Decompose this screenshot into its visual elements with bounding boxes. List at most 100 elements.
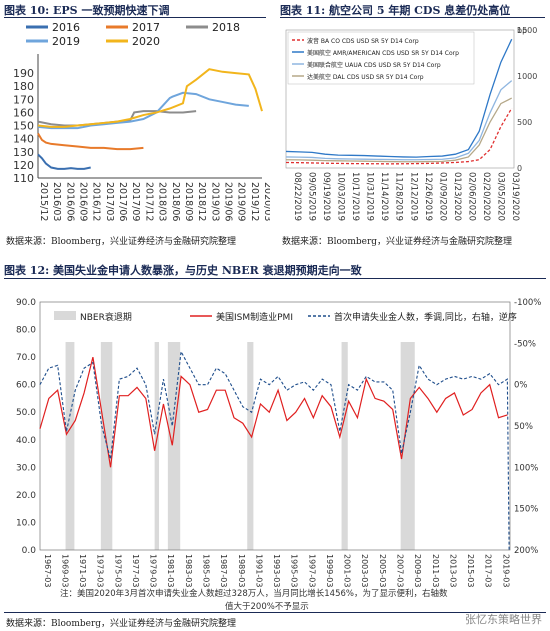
plot-frame [39, 301, 511, 551]
x-tick-label-15: 2019/09 [236, 182, 247, 221]
fig12-heading-rule [4, 278, 546, 279]
x-tick-label-6: 11/14/2019 [379, 172, 389, 221]
legend-label-2018: 2018 [212, 21, 240, 34]
x-tick-label-3: 2016/09 [78, 182, 89, 221]
fig12-source: 数据来源：Bloomberg，兴业证券经济与金融研究院整理 [6, 619, 237, 629]
y-tick-label-5: 160 [13, 106, 34, 119]
y-tick-label-7: 70.0 [16, 353, 36, 363]
y2-tick-label-0: -100% [514, 298, 541, 308]
x-tick-label-17: 2001-03 [343, 554, 352, 587]
x-tick-label-10: 2018/06 [170, 182, 181, 221]
x-tick-label-4: 1975-03 [113, 554, 122, 587]
recession-band-4 [247, 342, 254, 550]
x-tick-label-13: 1993-03 [272, 554, 281, 587]
recession-band-6 [400, 342, 415, 550]
series-line-0 [285, 107, 513, 165]
x-tick-label-6: 2017/06 [117, 182, 128, 221]
x-tick-label-11: 1989-03 [237, 554, 246, 587]
x-tick-label-11: 01/23/2020 [452, 172, 462, 221]
x-tick-label-10: 01/09/2020 [437, 172, 447, 221]
fig12-note-line1: 注：美国2020年3月首次申请失业金人数超过328万人，当月同比增长1456%，… [60, 589, 448, 599]
fig10-heading-rule [4, 17, 266, 18]
legend-label-1: 美国航空 AMR/AMERICAN CDS USD SR 5Y D14 Corp [307, 49, 459, 57]
y-tick-label-4: 40.0 [16, 436, 36, 446]
x-tick-label-0: 2015/12 [38, 182, 49, 221]
y2-tick-label-6: 200% [514, 546, 538, 556]
x-tick-label-7: 2017/09 [130, 182, 141, 221]
x-tick-label-2: 1971-03 [78, 554, 87, 587]
x-tick-label-14: 2019/06 [222, 182, 233, 221]
x-tick-label-18: 2003-03 [360, 554, 369, 587]
x-tick-label-12: 2018/12 [196, 182, 207, 221]
legend-label-2020: 2020 [132, 35, 160, 48]
x-tick-label-7: 11/28/2019 [394, 172, 404, 221]
x-tick-label-4: 10/17/2019 [350, 172, 360, 221]
y-tick-label-1: 500 [517, 118, 532, 127]
legend-label-0: 波音 BA CO CDS USD SR 5Y D14 Corp [307, 37, 419, 45]
y-tick-label-0: 0 [517, 164, 522, 173]
plot-frame [285, 29, 515, 169]
x-tick-label-1: 2016/03 [51, 182, 62, 221]
x-tick-label-13: 2019/03 [209, 182, 220, 221]
x-tick-label-15: 03/19/2020 [510, 172, 520, 221]
y-tick-label-0: 110 [13, 172, 34, 185]
fig11-source: 数据来源：Bloomberg，兴业证券经济与金融研究院整理 [282, 237, 513, 247]
x-tick-label-20: 2007-03 [395, 554, 404, 587]
y-tick-label-4: 150 [13, 120, 34, 133]
x-tick-label-1: 09/05/2019 [307, 172, 317, 221]
x-tick-label-21: 2009-03 [413, 554, 422, 587]
legend-label-2016: 2016 [52, 21, 80, 34]
y-tick-label-6: 170 [13, 93, 34, 106]
x-tick-label-1: 1969-03 [60, 554, 69, 587]
x-tick-label-14: 03/05/2020 [495, 172, 505, 221]
series-line-2019 [37, 91, 249, 130]
x-tick-label-12: 02/06/2020 [466, 172, 476, 221]
x-tick-label-8: 2017/12 [143, 182, 154, 221]
x-tick-label-2: 2016/06 [64, 182, 75, 221]
x-tick-label-11: 2018/09 [183, 182, 194, 221]
legend-label-2: 首次申请失业金人数，季调,同比，右轴，逆序 [334, 311, 517, 323]
x-tick-label-16: 1999-03 [325, 554, 334, 587]
x-tick-label-5: 1977-03 [131, 554, 140, 587]
y-tick-label-8: 80.0 [16, 326, 36, 336]
y-tick-label-1: 120 [13, 159, 34, 172]
legend-label-2019: 2019 [52, 35, 80, 48]
x-tick-label-8: 12/12/2019 [408, 172, 418, 221]
x-tick-label-3: 10/03/2019 [336, 172, 346, 221]
x-tick-label-9: 1985-03 [201, 554, 210, 587]
y-tick-label-3: 140 [13, 133, 34, 146]
x-tick-label-22: 2011-03 [431, 554, 440, 587]
legend-label-2017: 2017 [132, 21, 160, 34]
legend-label-2: 美国联合航空 UAUA CDS USD SR 5Y D14 Corp [307, 61, 441, 69]
legend-label-0: NBER衰退期 [80, 311, 132, 323]
x-tick-label-10: 1987-03 [219, 554, 228, 587]
y-tick-label-0: 0.0 [22, 546, 37, 556]
y2-tick-label-5: 150% [514, 505, 538, 515]
fig10-heading: 图表 10: EPS 一致预期快速下调 [4, 4, 170, 17]
x-tick-label-13: 02/20/2020 [481, 172, 491, 221]
series-line-2017 [37, 132, 144, 151]
x-tick-label-4: 2016/12 [91, 182, 102, 221]
x-tick-label-5: 10/31/2019 [365, 172, 375, 221]
fig11-heading: 图表 11: 航空公司 5 年期 CDS 息差仍处高位 [280, 4, 511, 17]
fig12-heading: 图表 12: 美国失业金申请人数暴涨，与历史 NBER 衰退期预期走向一致 [4, 264, 362, 277]
x-tick-label-6: 1979-03 [149, 554, 158, 587]
series-line-pmi [39, 356, 508, 468]
y-tick-label-2: 20.0 [16, 491, 36, 501]
y-tick-label-3: 1500 [517, 26, 537, 35]
y-axis-unit: bp [517, 26, 527, 35]
fig12-bottom-rule [4, 612, 546, 613]
x-tick-label-0: 08/22/2019 [292, 172, 302, 221]
x-tick-label-12: 1991-03 [254, 554, 263, 587]
x-tick-label-5: 2017/03 [104, 182, 115, 221]
claims-pmi-chart: 0.0 10.0 20.0 30.0 40.0 50.0 60.0 70.0 80.0 90.0 -… [16, 298, 541, 587]
watermark-text: 张忆东策略世界 [465, 613, 542, 626]
x-tick-label-2: 09/19/2019 [321, 172, 331, 221]
x-tick-label-8: 1983-03 [184, 554, 193, 587]
y-tick-label-1: 10.0 [16, 518, 36, 528]
y-tick-label-2: 130 [13, 146, 34, 159]
x-tick-label-0: 1967-03 [43, 554, 52, 587]
x-tick-label-26: 2019-03 [501, 554, 510, 587]
y-tick-label-8: 190 [13, 67, 34, 80]
